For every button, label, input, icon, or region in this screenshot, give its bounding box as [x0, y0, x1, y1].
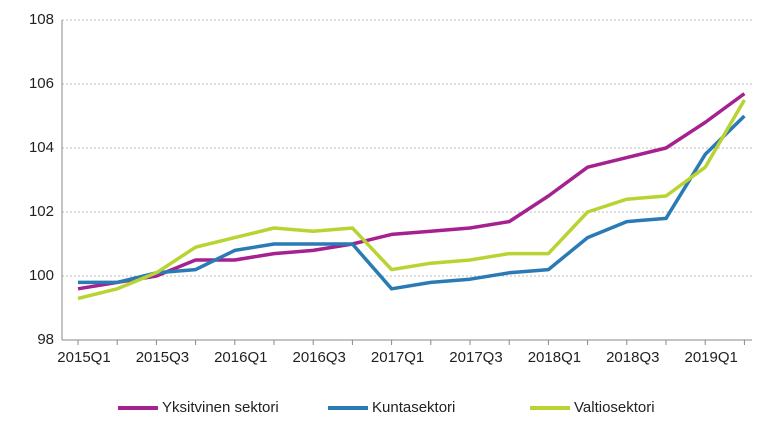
x-tick-label: 2016Q1: [214, 349, 267, 366]
series-line: [77, 92, 746, 291]
legend-label: Yksitvinen sektori: [162, 399, 279, 416]
y-tick-label: 104: [29, 139, 54, 156]
y-tick-label: 108: [29, 11, 54, 28]
y-tick-label: 100: [29, 267, 54, 284]
y-tick-label: 102: [29, 203, 54, 220]
x-tick-label: 2017Q3: [449, 349, 502, 366]
x-tick-label: 2015Q3: [136, 349, 189, 366]
legend-label: Kuntasektori: [372, 399, 455, 416]
y-tick-label: 106: [29, 75, 54, 92]
x-tick-label: 2018Q1: [528, 349, 581, 366]
x-tick-label: 2019Q1: [685, 349, 738, 366]
legend-label: Valtiosektori: [574, 399, 655, 416]
x-tick-label: 2016Q3: [293, 349, 346, 366]
x-tick-label: 2018Q3: [606, 349, 659, 366]
y-tick-label: 98: [37, 331, 54, 348]
series-line: [78, 114, 746, 291]
x-tick-label: 2017Q1: [371, 349, 424, 366]
x-tick-label: 2015Q1: [57, 349, 110, 366]
series-line: [77, 99, 746, 301]
